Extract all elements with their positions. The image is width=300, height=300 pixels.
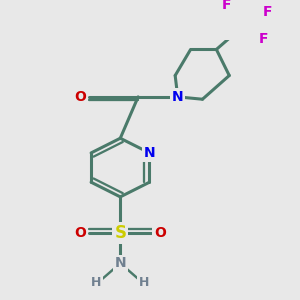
Text: F: F — [259, 32, 269, 46]
Text: O: O — [154, 226, 166, 240]
Text: F: F — [263, 4, 273, 19]
Text: H: H — [91, 276, 102, 289]
Text: O: O — [75, 90, 87, 104]
Text: H: H — [139, 276, 149, 289]
Text: N: N — [144, 146, 155, 160]
Text: S: S — [114, 224, 126, 242]
Text: O: O — [75, 226, 87, 240]
Text: F: F — [221, 0, 231, 12]
Text: N: N — [115, 256, 126, 270]
Text: N: N — [172, 90, 184, 104]
